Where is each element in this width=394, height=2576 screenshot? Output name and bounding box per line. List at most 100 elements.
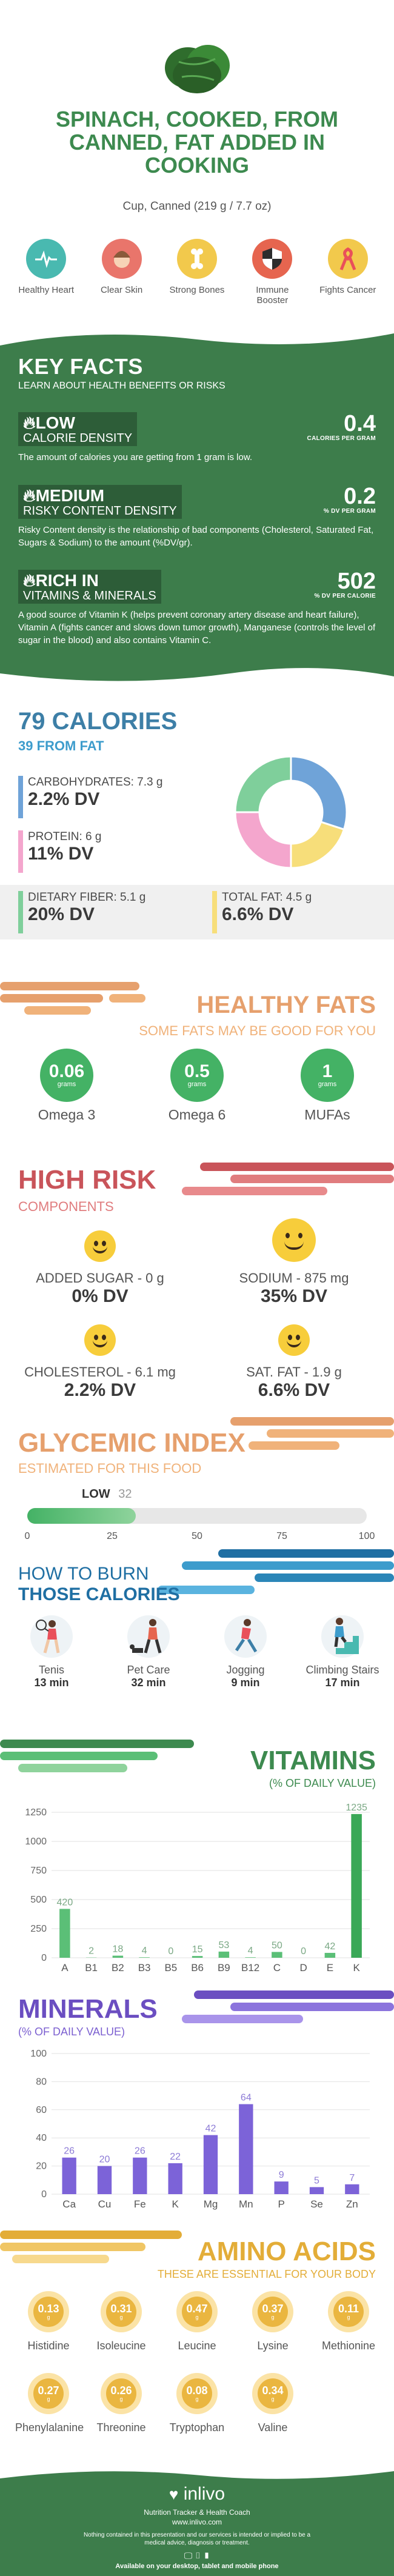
amino-name: Leucine — [178, 2340, 216, 2352]
smiley-icon — [84, 1324, 116, 1356]
glycemic-index-title: GLYCEMIC INDEX — [18, 1428, 245, 1458]
x-tick-label: K — [353, 1962, 360, 1974]
decorative-stripes — [158, 1549, 394, 1594]
amino-leucine: 0.47 g Leucine — [164, 2291, 230, 2352]
bar-value-label: 42 — [324, 1941, 335, 1952]
glycemic-tick-label: 0 — [24, 1531, 30, 1541]
sat-fat-item: SAT. FAT - 1.9 g 6.6% DV — [212, 1324, 376, 1401]
calorie-density-fact: 🔥︎LOW CALORIE DENSITY 0.4 CALORIES PER G… — [0, 412, 394, 464]
activity-name: Tenis — [38, 1664, 65, 1676]
glycemic-level-label: LOW 32 — [82, 1487, 132, 1501]
amino-value: 0.47 — [186, 2303, 208, 2315]
total-fat-item: TOTAL FAT: 4.5 g 6.6% DV — [212, 891, 312, 933]
jogging-icon — [224, 1615, 267, 1658]
protein-label: PROTEIN: 6 g — [28, 830, 102, 843]
bar-K — [351, 1814, 362, 1958]
y-tick-label: 20 — [36, 2161, 47, 2172]
dietary-fiber-label: DIETARY FIBER: 5.1 g — [28, 891, 146, 904]
burn-calories-section: HOW TO BURN THOSE CALORIES Tenis 13 min … — [0, 1546, 394, 1727]
decorative-stripes — [182, 1990, 394, 2023]
amino-value: 0.08 — [186, 2384, 208, 2397]
bar-Mg — [203, 2135, 218, 2194]
burn-title-line2: THOSE CALORIES — [18, 1584, 180, 1604]
amino-name: Tryptophan — [169, 2421, 225, 2434]
bar-value-label: 0 — [301, 1946, 306, 1957]
bar-E — [324, 1952, 336, 1958]
bar-value-label: 4 — [142, 1946, 147, 1956]
calorie-density-badge: 🔥︎LOW CALORIE DENSITY — [18, 412, 138, 446]
key-facts-subtitle: LEARN ABOUT HEALTH BENEFITS OR RISKS — [18, 381, 225, 391]
bar-P — [274, 2181, 289, 2194]
smiley-icon — [84, 1230, 116, 1262]
amino-value: 0.27 — [38, 2384, 59, 2397]
smiley-icon — [278, 1324, 310, 1356]
cholesterol-dv: 2.2% DV — [64, 1380, 136, 1400]
amino-unit: g — [119, 2396, 123, 2402]
carbohydrates-label: CARBOHYDRATES: 7.3 g — [28, 776, 163, 789]
amino-value: 0.13 — [38, 2303, 59, 2315]
activity-name: Jogging — [226, 1664, 265, 1676]
amino-tryptophan: 0.08 g Tryptophan — [164, 2373, 230, 2434]
sodium-label: SODIUM - 875 mg — [239, 1270, 349, 1286]
vitamins-title: VITAMINS — [250, 1746, 376, 1775]
added-sugar-item: ADDED SUGAR - 0 g 0% DV — [18, 1230, 182, 1307]
glycemic-tick-label: 75 — [276, 1531, 287, 1541]
minerals-section: MINERALS (% OF DAILY VALUE) 0 20 40 60 80 100… — [0, 1982, 394, 2224]
x-tick-label: Mn — [239, 2198, 253, 2210]
pet-care-icon — [127, 1615, 170, 1658]
activity-climbing-stairs: Climbing Stairs 17 min — [300, 1615, 385, 1689]
y-tick-label: 80 — [36, 2077, 47, 2087]
glycemic-index-section: GLYCEMIC INDEX ESTIMATED FOR THIS FOOD L… — [0, 1412, 394, 1541]
amino-phenylalanine: 0.27 g Phenylalanine — [15, 2373, 84, 2434]
health-benefits: Healthy Heart Clear Skin Strong Bones Im… — [0, 239, 394, 312]
amino-methionine: 0.11 g Methionine — [315, 2291, 382, 2352]
mufas-item: 1 grams MUFAs — [282, 1049, 373, 1123]
calorie-density-label: CALORIE DENSITY — [23, 432, 133, 445]
y-tick-label: 60 — [36, 2105, 47, 2115]
risky-content-text: Risky Content density is the relationshi… — [18, 525, 374, 548]
healthy-fats-subtitle: SOME FATS MAY BE GOOD FOR YOU — [139, 1023, 376, 1038]
bar-K — [168, 2163, 182, 2194]
risky-content-label: RISKY CONTENT DENSITY — [23, 504, 177, 518]
bar-value-label: 22 — [170, 2152, 181, 2162]
sat-fat-dv: 6.6% DV — [258, 1380, 330, 1400]
bar-value-label: 7 — [349, 2173, 355, 2183]
bar-value-label: 5 — [314, 2175, 319, 2186]
cholesterol-label: CHOLESTEROL - 6.1 mg — [24, 1364, 176, 1380]
omega-3-value: 0.06 — [48, 1061, 85, 1081]
bar-A — [59, 1909, 70, 1958]
flame-icon: 🔥︎ — [23, 413, 36, 432]
footer-brand[interactable]: ♥︎ inlivo — [0, 2484, 394, 2504]
carbohydrates-item: CARBOHYDRATES: 7.3 g 2.2% DV — [18, 776, 163, 818]
sodium-dv: 35% DV — [260, 1286, 328, 1306]
bar-value-label: 42 — [205, 2124, 216, 2134]
risky-content-unit: % DV PER GRAM — [323, 508, 376, 515]
total-fat-label: TOTAL FAT: 4.5 g — [222, 891, 312, 904]
footer-url[interactable]: www.inlivo.com — [172, 2518, 222, 2526]
mufas-name: MUFAs — [304, 1107, 350, 1123]
bar-value-label: 4 — [248, 1946, 253, 1956]
dietary-fiber-item: DIETARY FIBER: 5.1 g 20% DV — [18, 891, 146, 933]
activity-name: Climbing Stairs — [306, 1664, 379, 1676]
key-facts-title: KEY FACTS — [18, 354, 143, 379]
protein-item: PROTEIN: 6 g 11% DV — [18, 830, 102, 873]
vitamins-minerals-text: A good source of Vitamin K (helps preven… — [18, 610, 376, 646]
amino-unit: g — [47, 2314, 50, 2320]
tablet-icon: ▯ — [195, 2551, 201, 2560]
omega-3-unit: grams — [57, 1081, 76, 1088]
mufas-unit: grams — [318, 1081, 337, 1088]
omega-6-circle: 0.5 grams — [170, 1049, 224, 1102]
healthy-fats-title: HEALTHY FATS — [196, 992, 376, 1018]
x-tick-label: E — [327, 1962, 333, 1974]
vitamins-minerals-unit: % DV PER CALORIE — [314, 593, 376, 599]
climbing-stairs-icon — [321, 1615, 364, 1658]
amino-value: 0.26 — [110, 2384, 132, 2397]
amino-name: Methionine — [321, 2340, 376, 2352]
donut-slice-total-fat — [290, 821, 346, 869]
activity-minutes: 17 min — [325, 1677, 360, 1689]
glycemic-bar-fill — [27, 1508, 136, 1524]
benefit-label: Healthy Heart — [18, 285, 75, 295]
key-facts-section: KEY FACTS LEARN ABOUT HEALTH BENEFITS OR… — [0, 327, 394, 686]
footer-tagline: Nutrition Tracker & Health Coach — [144, 2508, 250, 2517]
x-tick-label: Cu — [98, 2198, 112, 2210]
